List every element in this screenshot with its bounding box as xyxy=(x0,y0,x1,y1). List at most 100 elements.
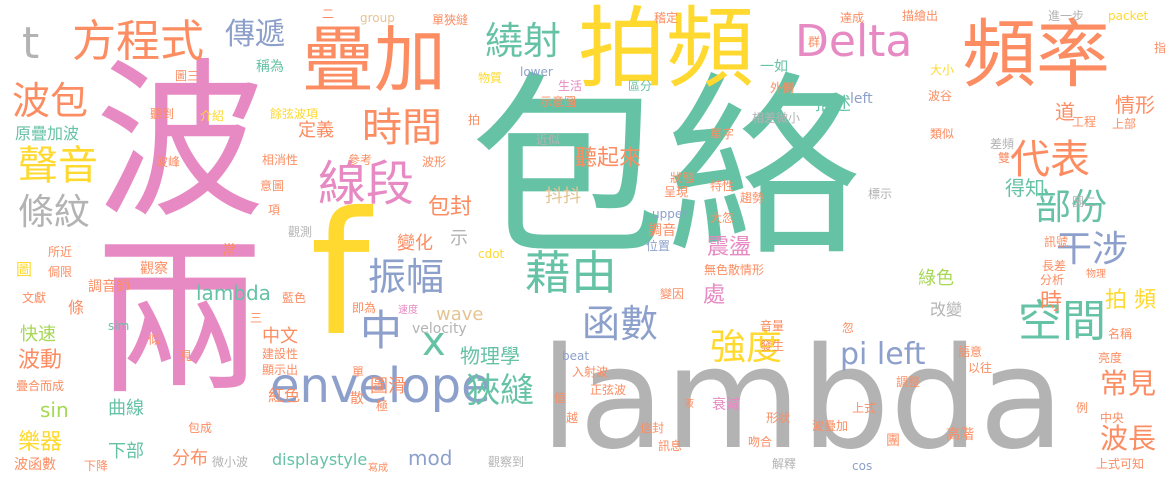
word-smooth: 圖滑 xyxy=(370,376,406,397)
word-speed: 速度 xyxy=(398,305,418,316)
word-introduce: 介紹 xyxy=(200,109,225,123)
word-beat: beat xyxy=(562,349,590,363)
word-example: 例 xyxy=(1076,401,1089,415)
word-reference: 參考 xyxy=(348,153,373,167)
word-above-equation: 上式 xyxy=(852,401,877,415)
word-daily-life: 生活 xyxy=(558,79,583,93)
word-previous: 以往 xyxy=(968,361,993,375)
word-adjust: 調整 xyxy=(896,375,921,389)
word-narrow-slit: 狹縫 xyxy=(466,371,534,411)
word-amplitude: 振幅 xyxy=(368,255,445,299)
word-velocity: velocity xyxy=(412,321,467,337)
word-cos: cos xyxy=(852,459,873,473)
word-present: 呈現 xyxy=(664,185,689,199)
word-wavelength: 波長 xyxy=(1100,422,1157,455)
word-mark: 標示 xyxy=(868,187,893,201)
word-change: 變化 xyxy=(397,233,433,254)
word-pi-left: pi left xyxy=(840,337,926,372)
word-sine-wave: 正弦波 xyxy=(590,383,627,397)
word-observe: 觀察 xyxy=(140,261,168,277)
word-observed: 觀察到 xyxy=(488,455,525,469)
word-similar: 類似 xyxy=(930,127,955,141)
word-center: 中央 xyxy=(1100,411,1125,425)
word-decay: 衰減 xyxy=(712,397,740,413)
word-ignore: 忽 xyxy=(842,321,855,335)
word-property: 特性 xyxy=(710,179,735,193)
word-beat-frequency-2: 拍 頻 xyxy=(1105,288,1156,313)
word-just-as: 一如 xyxy=(760,59,788,75)
word-brightness: 亮度 xyxy=(1098,351,1123,365)
word-slight-difference: 相差微小 xyxy=(752,111,801,125)
word-know: 得知 xyxy=(1005,176,1045,200)
word-two: 兩 xyxy=(95,221,266,419)
word-time: 時間 xyxy=(362,105,442,151)
word-function: 函數 xyxy=(582,302,659,346)
word-negligible: 大忽 xyxy=(710,211,735,225)
word-see: 見 xyxy=(180,349,193,363)
word-waveform: 波形 xyxy=(422,155,447,169)
word-confine: 侷限 xyxy=(48,265,73,279)
word-sounds-like: 聽起來 xyxy=(575,146,642,171)
word-single-slit: 單狹縫 xyxy=(432,13,469,27)
word-wave-motion: 波動 xyxy=(18,348,63,373)
word-composed: 疊合而成 xyxy=(16,379,65,393)
word-packet: packet xyxy=(1108,9,1149,23)
word-figure-two: 圖二 xyxy=(1072,195,1097,209)
word-liquid: 液 xyxy=(684,399,694,410)
word-physics: 物理學 xyxy=(460,344,520,368)
word-wave-en: wave xyxy=(436,304,484,325)
word-cdot: cdot xyxy=(478,247,505,261)
word-upper: upper xyxy=(652,207,688,221)
word-strip: 條 xyxy=(68,298,85,317)
word-from-above: 上式可知 xyxy=(1096,457,1145,471)
word-mod: mod xyxy=(408,446,453,470)
word-refer: 指 xyxy=(1154,41,1167,55)
word-middle: 中 xyxy=(360,306,403,355)
word-common: 常見 xyxy=(1100,367,1157,400)
word-size: 大小 xyxy=(930,63,955,77)
word-fast: 快速 xyxy=(20,324,56,345)
word-cluster: 團 xyxy=(886,433,900,449)
word-x: x xyxy=(422,319,446,365)
word-called: 稱為 xyxy=(256,59,284,75)
word-wavelet: 微小波 xyxy=(212,455,249,469)
word-diffraction: 繞射 xyxy=(485,19,562,63)
word-delta: Delta xyxy=(795,16,913,67)
word-analysis: 分析 xyxy=(1040,273,1065,287)
word-hear: 聽到 xyxy=(150,107,175,121)
word-value: 值 xyxy=(554,391,567,405)
word-written-as: 寫成 xyxy=(368,463,388,474)
word-double: 雙 xyxy=(998,151,1011,165)
word-item: 項 xyxy=(268,203,281,217)
word-tuner: 調音師 xyxy=(88,279,130,295)
word-occur: 發生 xyxy=(760,339,785,353)
word-sim: sim xyxy=(108,319,130,333)
word-stable: 稽定 xyxy=(654,11,679,25)
word-equation: 方程式 xyxy=(72,16,204,67)
word-signal: 訊號 xyxy=(1044,235,1069,249)
word-road: 道 xyxy=(1055,100,1075,124)
word-literature: 文獻 xyxy=(22,291,47,305)
word-interference: 干涉 xyxy=(1056,229,1129,270)
word-outside: 外側 xyxy=(770,81,795,95)
word-that-is: 即為 xyxy=(352,301,377,315)
word-encapsulate: 包封 xyxy=(428,195,473,220)
word-envelope: envelope xyxy=(270,358,491,414)
word-beat-frequency: 拍頻 xyxy=(578,0,755,100)
word-part: 部份 xyxy=(1035,187,1108,228)
word-further: 進一步 xyxy=(1048,9,1085,23)
word-frequency: 頻率 xyxy=(962,12,1110,98)
word-place: 處 xyxy=(703,283,726,308)
word-upper-part: 上部 xyxy=(1112,117,1137,131)
word-situation: 情形 xyxy=(1115,93,1155,117)
word-green: 綠色 xyxy=(918,268,954,289)
word-scatter: 散 xyxy=(350,391,364,407)
word-wave: 波 xyxy=(95,44,266,242)
word-superposition: 疊加 xyxy=(302,18,447,102)
word-distinguish: 區分 xyxy=(628,79,653,93)
word-more: 越 xyxy=(566,411,579,425)
word-matter: 物質 xyxy=(478,71,503,85)
word-trend: 趨勢 xyxy=(740,191,765,205)
word-two-zh: 二 xyxy=(322,7,335,21)
